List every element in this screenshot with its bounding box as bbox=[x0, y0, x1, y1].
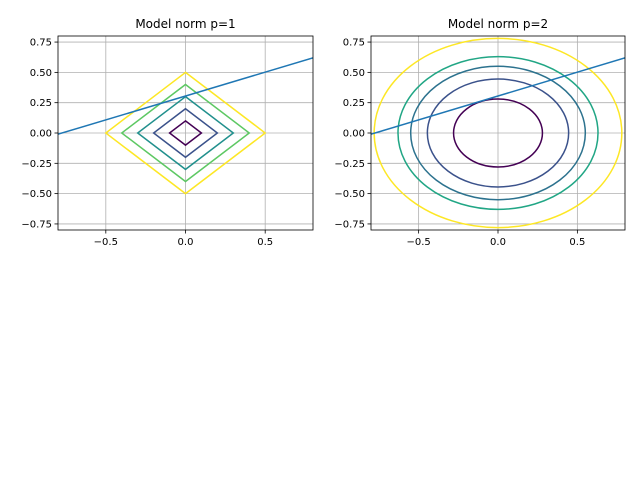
subplot-p1: Model norm p=1 −0.5 0.0 0.5 −0.75 −0.50 −0.25… bbox=[21, 17, 314, 248]
contour-level bbox=[168, 119, 203, 147]
y-tick-label: −0.75 bbox=[334, 219, 365, 230]
plot-area bbox=[58, 57, 313, 195]
contour-level bbox=[152, 107, 219, 159]
contour-level bbox=[426, 78, 570, 188]
y-tick-label: 0.25 bbox=[343, 98, 365, 109]
y-tick-label: 0.50 bbox=[343, 68, 365, 79]
y-tick-label: 0.00 bbox=[30, 129, 52, 140]
x-tick-label: 0.5 bbox=[257, 237, 273, 248]
x-tick-label: −0.5 bbox=[406, 237, 430, 248]
contour-level bbox=[397, 55, 599, 211]
subplot-p2: Model norm p=2 −0.5 0.0 0.5 −0.75 −0.50 −0.25… bbox=[334, 17, 626, 248]
subplot-title: Model norm p=1 bbox=[135, 17, 235, 31]
constraint-line bbox=[58, 57, 313, 135]
contour-level bbox=[120, 83, 251, 183]
constraint-line bbox=[371, 57, 625, 135]
y-tick-label: −0.50 bbox=[21, 189, 52, 200]
y-tick-label: −0.50 bbox=[334, 189, 365, 200]
y-tick-label: 0.00 bbox=[343, 129, 365, 140]
subplot-title: Model norm p=2 bbox=[448, 17, 548, 31]
contour-level bbox=[104, 71, 267, 195]
plot-area bbox=[371, 37, 625, 229]
x-tick-label: −0.5 bbox=[94, 237, 118, 248]
y-tick-label: 0.25 bbox=[30, 98, 52, 109]
x-tick-label: 0.0 bbox=[490, 237, 506, 248]
contour-level bbox=[452, 98, 544, 168]
contour-level bbox=[409, 65, 587, 201]
x-tick-label: 0.5 bbox=[569, 237, 585, 248]
contour-level bbox=[136, 95, 235, 171]
x-tick-label: 0.0 bbox=[178, 237, 194, 248]
y-tick-label: −0.75 bbox=[21, 219, 52, 230]
y-tick-label: 0.75 bbox=[343, 38, 365, 49]
y-tick-label: 0.50 bbox=[30, 68, 52, 79]
y-tick-label: −0.25 bbox=[334, 159, 365, 170]
y-tick-label: 0.75 bbox=[30, 38, 52, 49]
y-tick-label: −0.25 bbox=[21, 159, 52, 170]
